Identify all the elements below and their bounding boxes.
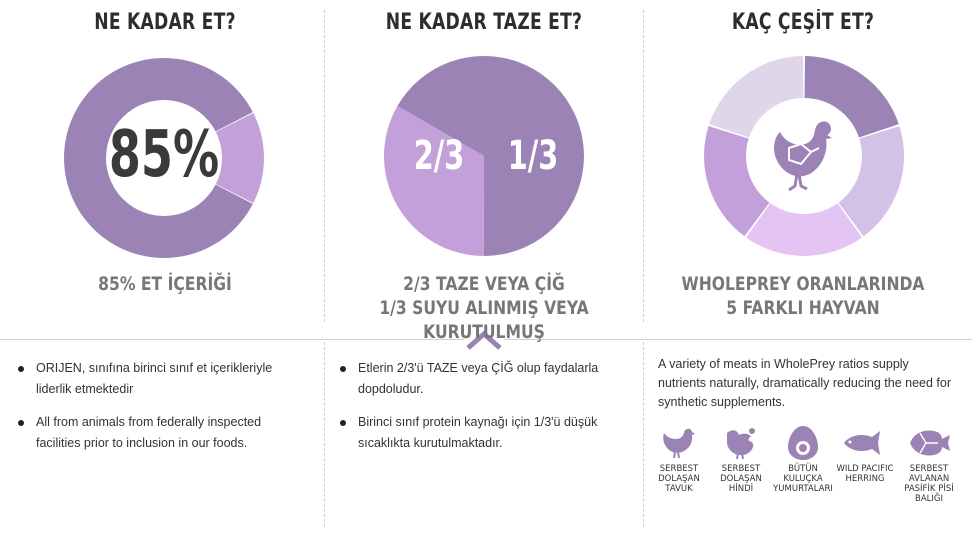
flatfish-icon (910, 430, 950, 456)
caption-line: 85% ET İÇERİĞİ (98, 273, 232, 295)
animal-chicken: SERBEST DOLAŞAN TAVUK (648, 425, 710, 494)
bullet-list-middle: Etlerin 2/3'ü TAZE veya ÇİĞ olup faydala… (334, 358, 629, 466)
caption-meat-content: 85% ET İÇERİĞİ (34, 272, 296, 296)
divider-left (324, 10, 325, 322)
fresh-meat-pie-chart (384, 55, 584, 256)
donut-segment-5 (709, 56, 804, 138)
egg-icon (788, 426, 818, 460)
donut-segment-3 (746, 203, 862, 256)
list-item: All from animals from federally inspecte… (12, 412, 302, 454)
title-fresh-meat: NE KADAR TAZE ET? (385, 10, 583, 35)
list-item: Birinci sınıf protein kaynağı için 1/3'ü… (334, 412, 629, 454)
caption-meat-variety: WHOLEPREY ORANLARINDA 5 FARKLI HAYVAN (672, 272, 934, 320)
caption-fresh-meat: 2/3 TAZE VEYA ÇİĞ 1/3 SUYU ALINMIŞ VEYA … (353, 272, 615, 344)
animal-label: BÜTÜN KULUÇKA YUMURTALARI (773, 464, 833, 494)
turkey-icon (727, 428, 755, 460)
donut-segment-2 (838, 126, 904, 237)
list-item: ORIJEN, sınıfına birinci sınıf et içerik… (12, 358, 302, 400)
animal-turkey: SERBEST DOLAŞAN HİNDİ (710, 425, 772, 494)
bullet-list-left: ORIJEN, sınıfına birinci sınıf et içerik… (12, 358, 302, 466)
title-meat-variety: KAÇ ÇEŞİT ET? (731, 10, 875, 35)
meat-content-donut-chart (64, 57, 264, 258)
divider-right-bottom (643, 342, 644, 527)
donut-segment-4 (704, 126, 770, 237)
pie-slice-dried (384, 106, 484, 256)
caption-line: 2/3 TAZE VEYA ÇİĞ (403, 273, 565, 295)
title-meat-amount: NE KADAR ET? (94, 10, 236, 35)
donut-slice-other (215, 113, 264, 203)
intro-text: A variety of meats in WholePrey ratios s… (658, 357, 951, 409)
caption-line: WHOLEPREY ORANLARINDA (681, 273, 925, 295)
animal-herring: WILD PACIFIC HERRING (834, 425, 896, 484)
caption-line: 5 FARKLI HAYVAN (726, 297, 880, 319)
chicken-icon (663, 428, 695, 459)
animal-label: WILD PACIFIC HERRING (836, 464, 894, 484)
animal-flatfish: SERBEST AVLANAN PASİFİK PİSİ BALIĞI (898, 425, 960, 504)
animal-label: SERBEST AVLANAN PASİFİK PİSİ BALIĞI (904, 464, 954, 504)
divider-right (643, 10, 644, 322)
chicken-icon (774, 121, 832, 192)
pie-label-one-third: 1/3 (507, 133, 559, 179)
meat-variety-donut-chart (704, 56, 904, 256)
pie-slice-fresh (397, 55, 584, 256)
animal-label: SERBEST DOLAŞAN HİNDİ (720, 464, 762, 494)
animal-label: SERBEST DOLAŞAN TAVUK (658, 464, 700, 494)
animal-egg: BÜTÜN KULUÇKA YUMURTALARI (772, 425, 834, 494)
pie-label-two-thirds: 2/3 (413, 133, 465, 179)
donut-segment-1 (804, 56, 899, 138)
divider-left-bottom (324, 342, 325, 527)
chevron-up-icon (464, 330, 504, 350)
list-item: Etlerin 2/3'ü TAZE veya ÇİĞ olup faydala… (334, 358, 629, 400)
center-value-85: 85% (108, 118, 220, 192)
fish-icon (844, 431, 880, 455)
donut-slice-meat (64, 57, 253, 258)
caption-line: 1/3 SUYU ALINMIŞ VEYA KURUTULMUŞ (379, 297, 589, 343)
